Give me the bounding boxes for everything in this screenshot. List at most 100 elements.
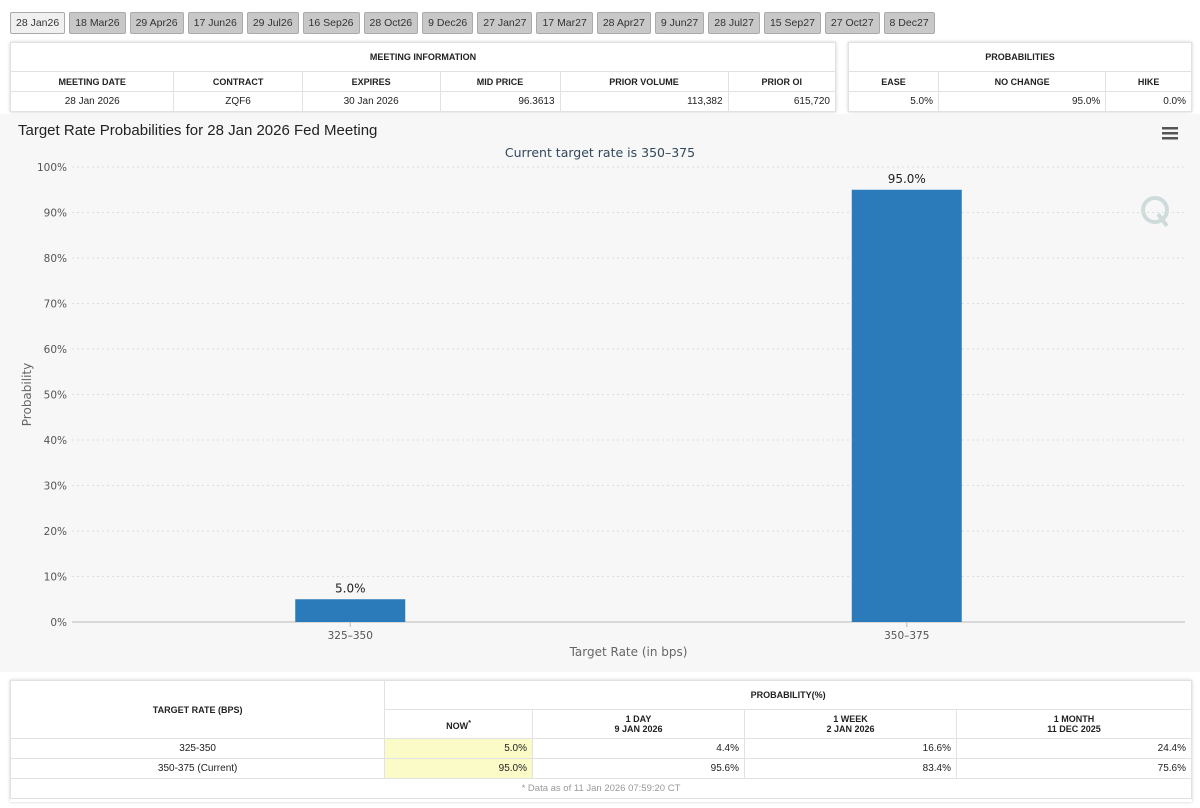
y-tick-label: 40% — [44, 435, 67, 447]
y-tick-label: 20% — [44, 526, 67, 538]
tab[interactable]: 9 Jun27 — [654, 12, 705, 34]
cell: 113,382 — [559, 91, 729, 112]
header-cell: HIKE — [1105, 71, 1192, 92]
value-label: 95.0% — [888, 172, 926, 186]
probabilities: PROBABILITIES EASE NO CHANGE HIKE 5.0% 95.0% 0… — [847, 42, 1192, 112]
tab[interactable]: 28 Oct26 — [363, 12, 419, 34]
tab[interactable]: 17 Mar27 — [536, 12, 593, 34]
y-tick-label: 50% — [44, 390, 67, 402]
header-text: 2 JAN 2026 — [826, 724, 875, 734]
cell: 16.6% — [744, 738, 957, 759]
tab[interactable]: 16 Sep26 — [302, 12, 360, 34]
table-title: PROBABILITY(%) — [384, 680, 1192, 710]
value-label: 5.0% — [335, 581, 366, 595]
header-cell: PRIOR OI — [727, 71, 836, 92]
row: TARGET RATE (BPS) PROBABILITY(%) — [9, 680, 1192, 739]
y-tick-label: 0% — [50, 617, 67, 629]
tab[interactable]: 28 Jul27 — [708, 12, 760, 34]
header-cell: MID PRICE — [439, 71, 561, 92]
header-cell: PRIOR VOLUME — [559, 71, 729, 92]
header-cell: MEETING DATE — [9, 71, 175, 92]
header-cell: 1 WEEK 2 JAN 2026 — [744, 709, 957, 739]
tab[interactable]: 8 Dec27 — [883, 12, 935, 34]
tab[interactable]: 27 Oct27 — [824, 12, 880, 34]
cell: 5.0% — [384, 738, 533, 759]
x-axis-label: Target Rate (in bps) — [569, 645, 688, 659]
header-text: 1 MONTH — [1053, 714, 1095, 724]
header-cell: 1 DAY 9 JAN 2026 — [532, 709, 745, 739]
table: MEETING INFORMATION MEETING DATE CONTRACT E… — [9, 42, 836, 112]
row: 325-350 5.0% 4.4% 16.6% 24.4% — [9, 738, 1192, 759]
header-cell: CONTRACT — [173, 71, 303, 92]
y-tick-label: 60% — [44, 344, 67, 356]
x-tick-label: 325–350 — [328, 630, 373, 642]
header-cell: EASE — [847, 71, 940, 92]
menu-icon[interactable] — [1162, 127, 1178, 140]
y-tick-label: 10% — [44, 572, 67, 584]
row: PROBABILITIES — [848, 42, 1192, 72]
tab[interactable]: 17 Jun26 — [187, 12, 243, 34]
y-tick-label: 70% — [44, 299, 67, 311]
header-row: EASE NO CHANGE HIKE — [847, 71, 1192, 92]
cell: 96.3613 — [439, 91, 561, 112]
rate-table: TARGET RATE (BPS) PROBABILITY(%) NOW* 1 DAY… — [9, 680, 1192, 802]
row: 28 Jan 2026 ZQF6 30 Jan 2026 96.3613 113,382… — [9, 91, 836, 112]
header-row: MEETING DATE CONTRACT EXPIRES MID PRICE PRIO… — [9, 71, 836, 92]
header-text: 11 DEC 2025 — [1047, 724, 1101, 734]
tab[interactable]: 29 Jul26 — [246, 12, 299, 34]
cell: 95.0% — [938, 91, 1107, 112]
chart: Target Rate Probabilities for 28 Jan 202… — [0, 114, 1200, 672]
cell: 350-375 (Current) — [9, 758, 386, 779]
cell: 95.6% — [532, 758, 745, 779]
y-tick-label: 80% — [44, 253, 67, 265]
row: 350-375 (Current) 95.0% 95.6% 83.4% 75.6% — [9, 758, 1192, 779]
row: 5.0% 95.0% 0.0% — [847, 91, 1192, 112]
cell: 0.0% — [1105, 91, 1192, 112]
cell: ZQF6 — [173, 91, 303, 112]
meeting-info: MEETING INFORMATION MEETING DATE CONTRACT E… — [9, 42, 836, 112]
y-tick-label: 30% — [44, 481, 67, 493]
row-header: TARGET RATE (BPS) — [9, 680, 386, 739]
chart-subtitle: Current target rate is 350–375 — [505, 145, 695, 160]
y-tick-label: 100% — [37, 162, 67, 174]
row: MEETING INFORMATION — [10, 42, 836, 72]
header-text: 1 WEEK — [833, 714, 868, 724]
row: * Data as of 11 Jan 2026 07:59:20 CT — [10, 778, 1192, 799]
table: TARGET RATE (BPS) PROBABILITY(%) NOW* 1 DAY… — [9, 680, 1192, 799]
cell: 24.4% — [956, 738, 1192, 759]
tab[interactable]: 28 Apr27 — [596, 12, 651, 34]
x-tick-label: 350–375 — [884, 630, 929, 642]
chart-title: Target Rate Probabilities for 28 Jan 202… — [18, 122, 377, 139]
tab[interactable]: 28 Jan26 — [10, 12, 66, 34]
footnote: * Data as of 11 Jan 2026 07:59:20 CT — [10, 778, 1192, 799]
header-text: 9 JAN 2026 — [614, 724, 663, 734]
tab-bar: 28 Jan26 18 Mar26 29 Apr26 17 Jun26 29 Jul26… — [10, 12, 935, 34]
y-tick-label: 90% — [44, 208, 67, 220]
cell: 325-350 — [9, 738, 386, 759]
table-title: PROBABILITIES — [848, 42, 1192, 72]
header-cell: EXPIRES — [301, 71, 441, 92]
note-mark: * — [468, 717, 472, 727]
cell: 95.0% — [384, 758, 533, 779]
tab[interactable]: 27 Jan27 — [477, 12, 533, 34]
tab[interactable]: 18 Mar26 — [69, 12, 126, 34]
cell: 75.6% — [956, 758, 1192, 779]
cell: 28 Jan 2026 — [9, 91, 175, 112]
tab[interactable]: 29 Apr26 — [129, 12, 184, 34]
header-cell: NOW* — [384, 709, 533, 739]
cell: 83.4% — [744, 758, 957, 779]
table-title: MEETING INFORMATION — [10, 42, 836, 72]
header-cell: 1 MONTH 11 DEC 2025 — [956, 709, 1192, 739]
table: PROBABILITIES EASE NO CHANGE HIKE 5.0% 95.0% 0… — [847, 42, 1192, 112]
cell: 4.4% — [532, 738, 745, 759]
cell: 615,720 — [727, 91, 836, 112]
cell: 30 Jan 2026 — [301, 91, 441, 112]
logo — [1141, 196, 1169, 228]
tab[interactable]: 9 Dec26 — [422, 12, 474, 34]
y-axis-label: Probability — [20, 363, 34, 426]
tab[interactable]: 15 Sep27 — [763, 12, 821, 34]
bar — [295, 599, 406, 622]
cell: 5.0% — [847, 91, 940, 112]
bar — [851, 189, 962, 622]
